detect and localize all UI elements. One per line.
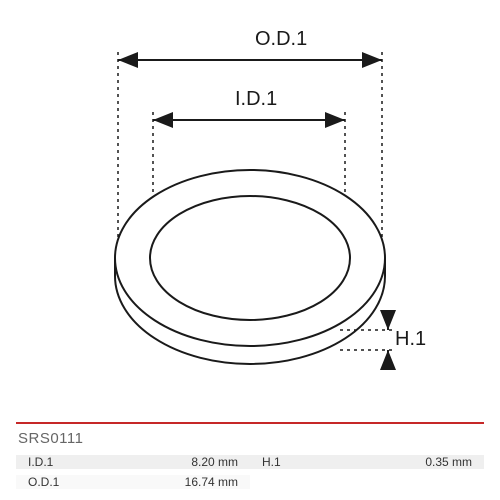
spec-table: I.D.1 8.20 mm H.1 0.35 mm O.D.1 16.74 mm	[16, 452, 484, 492]
spec-value: 16.74 mm	[98, 475, 250, 489]
id1-label: I.D.1	[235, 88, 277, 111]
table-row: O.D.1 16.74 mm	[16, 472, 484, 492]
part-number: SRS0111	[18, 430, 84, 447]
h1-label: H.1	[395, 328, 426, 351]
ring-svg	[0, 0, 500, 420]
spec-value: 8.20 mm	[98, 455, 250, 469]
spec-label: I.D.1	[16, 455, 98, 469]
spec-label: H.1	[250, 455, 332, 469]
ring-top-inner	[150, 196, 350, 320]
od1-label: O.D.1	[255, 28, 307, 51]
table-row: I.D.1 8.20 mm H.1 0.35 mm	[16, 452, 484, 472]
spec-value: 0.35 mm	[332, 455, 484, 469]
technical-diagram: O.D.1 I.D.1 H.1	[0, 0, 500, 420]
spec-label: O.D.1	[16, 475, 98, 489]
separator-line	[16, 422, 484, 424]
